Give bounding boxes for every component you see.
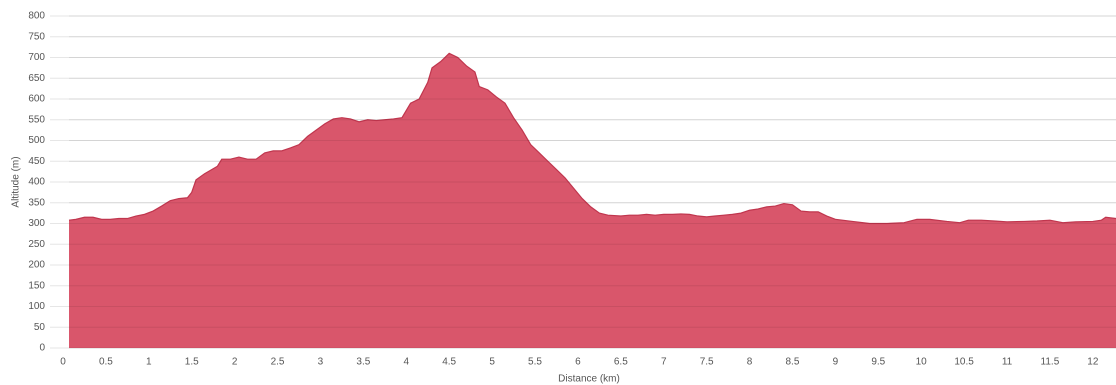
y-tick-label: 800 bbox=[28, 11, 45, 22]
y-tick-label: 500 bbox=[28, 135, 45, 146]
x-tick-label: 0 bbox=[60, 357, 66, 368]
y-tick-label: 300 bbox=[28, 218, 45, 229]
x-tick-label: 0.5 bbox=[99, 357, 113, 368]
y-tick-label: 700 bbox=[28, 52, 45, 63]
x-tick-label: 6 bbox=[575, 357, 581, 368]
x-tick-label: 11.5 bbox=[1041, 357, 1060, 368]
x-tick-label: 7.5 bbox=[700, 357, 714, 368]
x-tick-label: 6.5 bbox=[614, 357, 628, 368]
y-tick-label: 550 bbox=[28, 114, 45, 125]
area-line bbox=[68, 52, 1116, 225]
y-axis-label: Altitude (m) bbox=[11, 156, 22, 207]
x-tick-label: 9.5 bbox=[871, 357, 885, 368]
y-tick-label: 100 bbox=[28, 301, 45, 312]
y-tick-label: 250 bbox=[28, 239, 45, 250]
y-tick-label: 0 bbox=[39, 343, 45, 354]
y-tick-label: 450 bbox=[28, 156, 45, 167]
x-tick-label: 5 bbox=[489, 357, 495, 368]
y-tick-label: 750 bbox=[28, 31, 45, 42]
y-tick-label: 600 bbox=[28, 94, 45, 105]
x-tick-label: 8 bbox=[747, 357, 753, 368]
y-tick-label: 200 bbox=[28, 260, 45, 271]
x-tick-label: 1 bbox=[146, 357, 152, 368]
y-tick-label: 50 bbox=[34, 322, 46, 333]
x-tick-label: 7 bbox=[661, 357, 667, 368]
x-tick-label: 4.5 bbox=[442, 357, 456, 368]
x-tick-label: 2 bbox=[232, 357, 238, 368]
y-tick-label: 650 bbox=[28, 73, 45, 84]
x-tick-label: 10 bbox=[916, 357, 928, 368]
x-tick-label: 11 bbox=[1002, 357, 1013, 368]
y-tick-label: 150 bbox=[28, 280, 45, 291]
x-tick-label: 5.5 bbox=[528, 357, 542, 368]
x-tick-label: 8.5 bbox=[786, 357, 800, 368]
x-tick-label: 4 bbox=[403, 357, 409, 368]
x-tick-label: 2.5 bbox=[271, 357, 285, 368]
x-tick-label: 1.5 bbox=[185, 357, 199, 368]
x-tick-label: 3.5 bbox=[356, 357, 370, 368]
x-tick-label: 12 bbox=[1087, 357, 1099, 368]
x-tick-label: 9 bbox=[833, 357, 839, 368]
x-tick-label: 3 bbox=[318, 357, 324, 368]
y-tick-label: 350 bbox=[28, 197, 45, 208]
area bbox=[69, 53, 1116, 348]
x-axis-label: Distance (km) bbox=[558, 374, 620, 385]
y-tick-label: 400 bbox=[28, 177, 45, 188]
x-tick-label: 10.5 bbox=[954, 357, 974, 368]
